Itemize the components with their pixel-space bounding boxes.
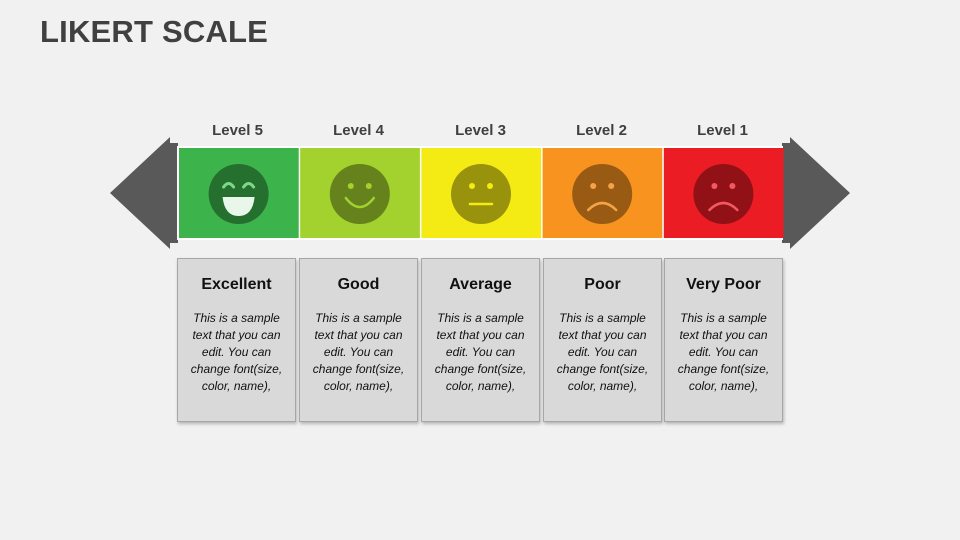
rating-description: This is a sample text that you can edit.… xyxy=(434,311,527,393)
frowning-face-icon xyxy=(572,164,633,224)
rating-card-very-poor: Very Poor This is a sample text that you… xyxy=(664,258,783,422)
left-arrow-stem xyxy=(168,143,178,243)
laughing-face-icon xyxy=(208,164,269,224)
rating-card-average: Average This is a sample text that you c… xyxy=(421,258,540,422)
level-label: Level 2 xyxy=(576,122,627,139)
rating-title: Poor xyxy=(584,276,621,293)
rating-title: Good xyxy=(337,276,380,293)
rating-description: This is a sample text that you can edit.… xyxy=(312,311,405,393)
sad-face-icon xyxy=(693,164,754,224)
level-label: Level 3 xyxy=(455,122,506,139)
rating-title: Very Poor xyxy=(686,276,761,293)
level-label: Level 5 xyxy=(212,122,263,139)
smiling-face-icon xyxy=(329,164,390,224)
rating-description: This is a sample text that you can edit.… xyxy=(190,311,283,393)
right-arrow-stem xyxy=(782,143,792,243)
rating-card-excellent: Excellent This is a sample text that you… xyxy=(177,258,296,422)
neutral-face-icon xyxy=(451,164,511,224)
slide-title: LIKERT SCALE xyxy=(40,14,269,49)
rating-title: Average xyxy=(449,276,512,293)
rating-card-poor: Poor This is a sample text that you can … xyxy=(543,258,662,422)
level-label: Level 4 xyxy=(333,122,384,139)
rating-title: Excellent xyxy=(201,276,272,293)
rating-description: This is a sample text that you can edit.… xyxy=(677,311,770,393)
left-arrow-head xyxy=(110,137,170,249)
rating-description: This is a sample text that you can edit.… xyxy=(556,311,649,393)
level-label: Level 1 xyxy=(697,122,748,139)
right-arrow-head xyxy=(790,137,850,249)
rating-card-good: Good This is a sample text that you can … xyxy=(299,258,418,422)
